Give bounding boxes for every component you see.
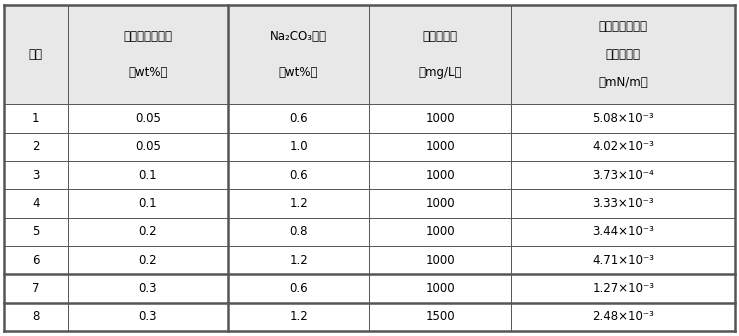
Bar: [228, 161, 370, 190]
Text: 序号: 序号: [29, 48, 43, 61]
Text: 1000: 1000: [426, 140, 455, 154]
Text: （mN/m）: （mN/m）: [599, 76, 648, 89]
Text: 0.6: 0.6: [289, 169, 308, 182]
Bar: [4, 303, 68, 331]
Text: 1.27×10⁻³: 1.27×10⁻³: [592, 282, 654, 295]
Bar: [511, 246, 735, 274]
Bar: [228, 303, 370, 331]
Text: 0.6: 0.6: [289, 112, 308, 125]
Text: 0.1: 0.1: [138, 197, 157, 210]
Text: 4.71×10⁻³: 4.71×10⁻³: [592, 254, 654, 267]
Bar: [68, 104, 228, 133]
Bar: [4, 133, 68, 161]
Bar: [68, 274, 228, 303]
Text: 2.48×10⁻³: 2.48×10⁻³: [593, 310, 654, 323]
Text: 1.2: 1.2: [289, 254, 308, 267]
Text: 1000: 1000: [426, 225, 455, 238]
Text: 1.2: 1.2: [289, 310, 308, 323]
Text: 5.08×10⁻³: 5.08×10⁻³: [593, 112, 654, 125]
Text: 1500: 1500: [426, 310, 455, 323]
Bar: [68, 133, 228, 161]
Text: 3: 3: [32, 169, 39, 182]
Bar: [68, 190, 228, 218]
Bar: [228, 5, 370, 104]
Text: 8: 8: [32, 310, 39, 323]
Text: 3.33×10⁻³: 3.33×10⁻³: [593, 197, 654, 210]
Text: （mg/L）: （mg/L）: [418, 66, 462, 79]
Text: 0.05: 0.05: [134, 112, 160, 125]
Text: 0.6: 0.6: [289, 282, 308, 295]
Bar: [228, 104, 370, 133]
Bar: [68, 218, 228, 246]
Text: 4.02×10⁻³: 4.02×10⁻³: [593, 140, 654, 154]
Bar: [511, 190, 735, 218]
Text: 0.8: 0.8: [290, 225, 308, 238]
Text: Na₂CO₃浓度: Na₂CO₃浓度: [270, 30, 327, 43]
Bar: [370, 218, 511, 246]
Text: 7: 7: [32, 282, 39, 295]
Text: 3.73×10⁻⁴: 3.73×10⁻⁴: [593, 169, 654, 182]
Bar: [4, 190, 68, 218]
Bar: [4, 246, 68, 274]
Bar: [68, 5, 228, 104]
Text: 间界面张力: 间界面张力: [606, 48, 641, 61]
Text: 3.44×10⁻³: 3.44×10⁻³: [593, 225, 654, 238]
Text: 聚合物浓度: 聚合物浓度: [423, 30, 458, 43]
Bar: [4, 274, 68, 303]
Bar: [228, 246, 370, 274]
Bar: [370, 161, 511, 190]
Bar: [511, 133, 735, 161]
Text: 1000: 1000: [426, 254, 455, 267]
Bar: [228, 274, 370, 303]
Text: 6: 6: [32, 254, 39, 267]
Bar: [370, 133, 511, 161]
Text: 1.2: 1.2: [289, 197, 308, 210]
Text: 表面活性剂浓度: 表面活性剂浓度: [123, 30, 172, 43]
Text: 1000: 1000: [426, 112, 455, 125]
Bar: [370, 303, 511, 331]
Bar: [511, 5, 735, 104]
Text: 0.3: 0.3: [138, 282, 157, 295]
Text: 复合体系与原油: 复合体系与原油: [599, 20, 648, 33]
Bar: [4, 218, 68, 246]
Text: 0.05: 0.05: [134, 140, 160, 154]
Bar: [370, 246, 511, 274]
Text: 0.2: 0.2: [138, 225, 157, 238]
Text: 4: 4: [32, 197, 39, 210]
Text: 1000: 1000: [426, 282, 455, 295]
Bar: [68, 246, 228, 274]
Text: 0.3: 0.3: [138, 310, 157, 323]
Bar: [511, 274, 735, 303]
Bar: [511, 161, 735, 190]
Text: 1000: 1000: [426, 197, 455, 210]
Bar: [511, 303, 735, 331]
Bar: [511, 104, 735, 133]
Bar: [228, 133, 370, 161]
Bar: [370, 5, 511, 104]
Text: 0.1: 0.1: [138, 169, 157, 182]
Text: 5: 5: [32, 225, 39, 238]
Bar: [370, 104, 511, 133]
Bar: [228, 190, 370, 218]
Bar: [4, 5, 68, 104]
Text: 1000: 1000: [426, 169, 455, 182]
Bar: [370, 190, 511, 218]
Bar: [228, 218, 370, 246]
Bar: [511, 218, 735, 246]
Bar: [4, 104, 68, 133]
Bar: [68, 161, 228, 190]
Bar: [68, 303, 228, 331]
Text: 1: 1: [32, 112, 39, 125]
Text: 0.2: 0.2: [138, 254, 157, 267]
Text: 1.0: 1.0: [289, 140, 308, 154]
Text: （wt%）: （wt%）: [279, 66, 319, 79]
Text: （wt%）: （wt%）: [128, 66, 168, 79]
Bar: [4, 161, 68, 190]
Bar: [370, 274, 511, 303]
Text: 2: 2: [32, 140, 39, 154]
